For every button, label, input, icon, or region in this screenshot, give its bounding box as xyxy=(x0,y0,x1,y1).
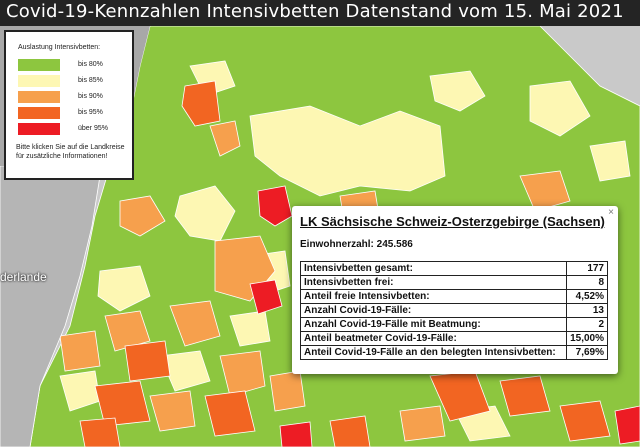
region xyxy=(159,350,211,392)
region xyxy=(429,70,486,112)
table-row: Anzahl Covid-19-Fälle mit Beatmung: 2 xyxy=(299,317,608,332)
region xyxy=(499,375,551,417)
legend-label: bis 85% xyxy=(78,77,103,84)
row-value: 7,69% xyxy=(566,345,608,360)
legend-swatch xyxy=(18,75,60,87)
population: Einwohnerzahl: 245.586 xyxy=(300,239,413,250)
row-label: Anteil Covid-19-Fälle an den belegten In… xyxy=(299,345,568,360)
row-value: 177 xyxy=(566,261,608,276)
regions-bis-85[interactable] xyxy=(59,60,631,442)
row-label: Intensivbetten gesamt: xyxy=(299,261,568,276)
row-label: Anteil freie Intensivbetten: xyxy=(299,289,568,304)
legend-label: bis 80% xyxy=(78,61,103,68)
region xyxy=(219,350,266,397)
region xyxy=(329,415,371,447)
legend-title: Auslastung Intensivbetten: xyxy=(18,44,101,51)
district-popup: × LK Sächsische Schweiz-Osterzgebirge (S… xyxy=(292,206,618,374)
row-value: 13 xyxy=(566,303,608,318)
legend-item: über 95% xyxy=(18,123,128,135)
region xyxy=(79,417,121,447)
row-label: Anzahl Covid-19-Fälle: xyxy=(299,303,568,318)
region xyxy=(559,400,611,442)
place-label: derlande xyxy=(0,270,47,284)
region xyxy=(269,370,306,412)
stats-table: Intensivbetten gesamt: 177 Intensivbette… xyxy=(299,261,608,360)
region xyxy=(399,405,446,442)
region xyxy=(59,330,101,372)
page-title: Covid-19-Kennzahlen Intensivbetten Daten… xyxy=(6,1,624,22)
region xyxy=(104,310,151,352)
region xyxy=(97,265,151,312)
region xyxy=(229,310,271,347)
close-icon[interactable]: × xyxy=(608,207,614,218)
region xyxy=(589,140,631,182)
legend: Auslastung Intensivbetten: bis 80% bis 8… xyxy=(4,30,134,180)
row-label: Intensivbetten frei: xyxy=(299,275,568,290)
legend-swatch xyxy=(18,107,60,119)
region xyxy=(181,80,221,127)
region xyxy=(529,80,591,137)
table-row: Intensivbetten frei: 8 xyxy=(299,275,608,290)
region xyxy=(279,421,313,447)
region xyxy=(209,120,241,157)
region xyxy=(257,185,293,227)
row-label: Anteil beatmeter Covid-19-Fälle: xyxy=(299,331,568,346)
region xyxy=(94,380,151,427)
region xyxy=(249,279,283,315)
region xyxy=(249,105,446,197)
neighbour-country xyxy=(0,165,101,447)
table-row: Anteil beatmeter Covid-19-Fälle: 15,00% xyxy=(299,331,608,346)
row-value: 4,52% xyxy=(566,289,608,304)
legend-label: über 95% xyxy=(78,125,108,132)
legend-item: bis 90% xyxy=(18,91,128,103)
table-row: Intensivbetten gesamt: 177 xyxy=(299,261,608,276)
region xyxy=(149,390,196,432)
legend-swatch xyxy=(18,91,60,103)
legend-item: bis 80% xyxy=(18,59,128,71)
row-value: 8 xyxy=(566,275,608,290)
title-bar: Covid-19-Kennzahlen Intensivbetten Daten… xyxy=(0,0,640,26)
table-row: Anteil Covid-19-Fälle an den belegten In… xyxy=(299,345,608,360)
regions-ueber-95[interactable] xyxy=(249,185,640,447)
region xyxy=(169,300,221,347)
table-row: Anteil freie Intensivbetten: 4,52% xyxy=(299,289,608,304)
region xyxy=(204,390,256,437)
region xyxy=(119,195,166,237)
row-label: Anzahl Covid-19-Fälle mit Beatmung: xyxy=(299,317,568,332)
legend-swatch xyxy=(18,123,60,135)
regions-bis-95[interactable] xyxy=(79,80,611,447)
region xyxy=(614,405,640,445)
legend-note: Bitte klicken Sie auf die Landkreise für… xyxy=(16,144,125,160)
legend-label: bis 90% xyxy=(78,93,103,100)
legend-item: bis 85% xyxy=(18,75,128,87)
row-value: 15,00% xyxy=(566,331,608,346)
legend-label: bis 95% xyxy=(78,109,103,116)
region xyxy=(519,170,571,212)
region xyxy=(124,340,171,382)
table-row: Anzahl Covid-19-Fälle: 13 xyxy=(299,303,608,318)
legend-swatch xyxy=(18,59,60,71)
row-value: 2 xyxy=(566,317,608,332)
legend-item: bis 95% xyxy=(18,107,128,119)
popup-title[interactable]: LK Sächsische Schweiz-Osterzgebirge (Sac… xyxy=(300,214,605,229)
